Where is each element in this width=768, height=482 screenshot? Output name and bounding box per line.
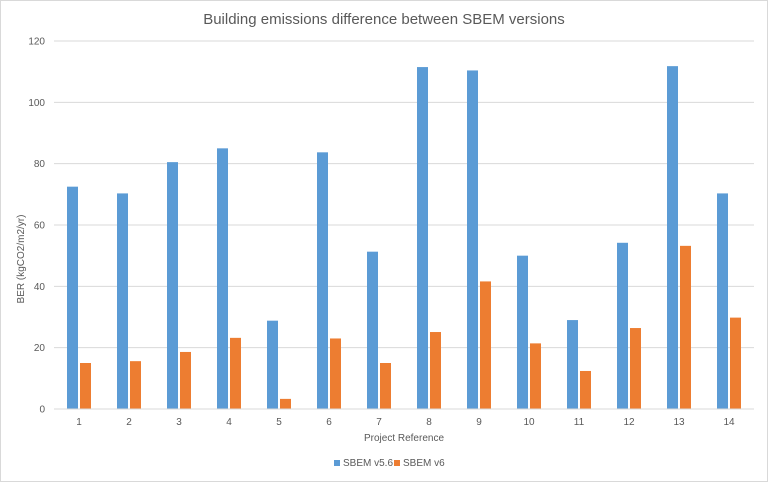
bar-sbem-v5-6-project-6	[317, 152, 328, 409]
bars	[67, 66, 741, 410]
bar-sbem-v5-6-project-13	[667, 66, 678, 409]
x-tick-label: 4	[226, 417, 232, 428]
x-tick-label: 5	[276, 417, 282, 428]
legend-label: SBEM v6	[403, 458, 445, 469]
bar-sbem-v5-6-project-8	[417, 67, 428, 410]
y-tick-label: 80	[34, 159, 46, 170]
bar-sbem-v5-6-project-5	[267, 320, 278, 409]
bar-sbem-v5-6-project-4	[217, 148, 228, 410]
bar-sbem-v5-6-project-9	[467, 70, 478, 409]
bar-sbem-v6-project-13	[680, 245, 691, 409]
gridlines	[54, 40, 754, 349]
x-tick-label: 1	[76, 417, 82, 428]
bar-sbem-v5-6-project-10	[517, 255, 528, 409]
bar-sbem-v6-project-9	[480, 281, 491, 409]
bar-sbem-v5-6-project-2	[117, 193, 128, 409]
x-tick-label: 13	[673, 417, 685, 428]
x-tick-label: 8	[426, 417, 432, 428]
bar-sbem-v6-project-4	[230, 337, 241, 409]
bar-sbem-v6-project-14	[730, 317, 741, 409]
bar-sbem-v6-project-1	[80, 363, 91, 409]
legend-label: SBEM v5.6	[343, 458, 393, 469]
x-tick-label: 12	[623, 417, 635, 428]
bar-sbem-v5-6-project-7	[367, 251, 378, 409]
y-axis-ticks: 0 20 40 60 80 100 120	[28, 37, 45, 416]
x-tick-label: 9	[476, 417, 482, 428]
bar-sbem-v6-project-10	[530, 343, 541, 409]
bar-sbem-v6-project-12	[630, 328, 641, 409]
bar-sbem-v5-6-project-1	[67, 186, 78, 409]
legend-swatch	[394, 460, 400, 466]
x-tick-label: 6	[326, 417, 332, 428]
bar-sbem-v6-project-3	[180, 351, 191, 409]
x-tick-label: 14	[723, 417, 735, 428]
x-tick-label: 10	[523, 417, 535, 428]
legend-swatch	[334, 460, 340, 466]
bar-sbem-v6-project-5	[280, 398, 291, 409]
bar-sbem-v6-project-8	[430, 332, 441, 409]
x-tick-label: 7	[376, 417, 382, 428]
y-tick-label: 20	[34, 343, 46, 354]
legend: SBEM v5.6 SBEM v6	[334, 458, 445, 469]
x-tick-label: 2	[126, 417, 132, 428]
y-tick-label: 60	[34, 221, 46, 232]
y-tick-label: 120	[28, 37, 45, 48]
bar-sbem-v5-6-project-11	[567, 320, 578, 409]
bar-sbem-v5-6-project-12	[617, 242, 628, 409]
x-tick-label: 3	[176, 417, 182, 428]
x-axis-ticks: 1 2 3 4 5 6 7 8 9 10 11 12 13 14	[76, 417, 735, 428]
bar-sbem-v5-6-project-3	[167, 162, 178, 409]
bar-sbem-v6-project-7	[380, 363, 391, 409]
bar-sbem-v5-6-project-14	[717, 193, 728, 409]
chart-title: Building emissions difference between SB…	[203, 11, 565, 28]
x-axis-label: Project Reference	[364, 433, 444, 444]
y-tick-label: 0	[39, 405, 45, 416]
x-tick-label: 11	[574, 417, 585, 428]
bar-sbem-v6-project-11	[580, 370, 591, 409]
bar-sbem-v6-project-6	[330, 338, 341, 409]
y-axis-label: BER (kgCO2/m2/yr)	[16, 215, 27, 304]
y-tick-label: 40	[34, 282, 46, 293]
bar-sbem-v6-project-2	[130, 361, 141, 409]
y-tick-label: 100	[28, 98, 45, 109]
